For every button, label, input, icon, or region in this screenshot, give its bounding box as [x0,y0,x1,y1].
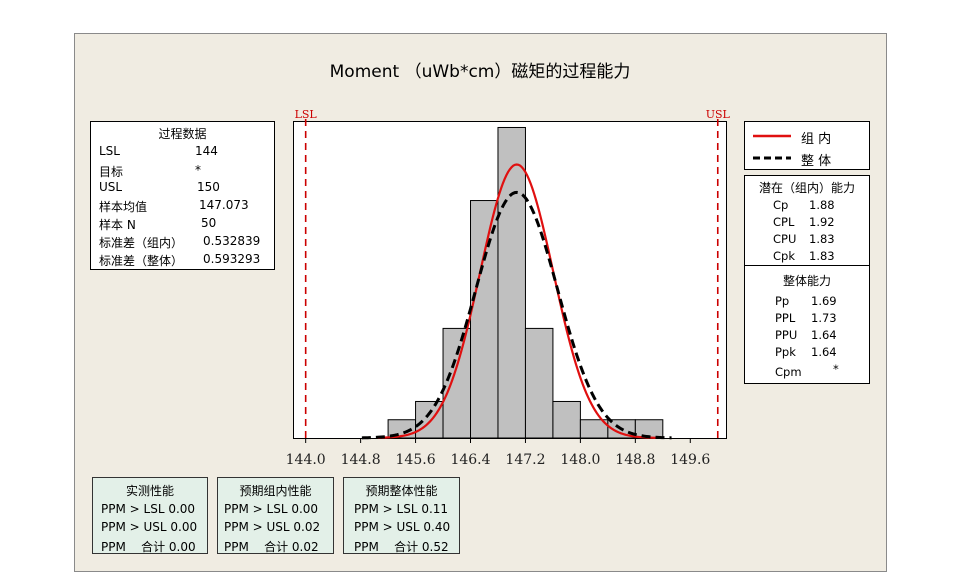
overall-row-value: 1.64 [811,345,837,359]
legend-label-within: 组 内 [801,132,832,147]
overall-header: 整体能力 [782,274,831,288]
histogram-bar [442,327,472,439]
x-tick-label: 148.8 [615,452,655,468]
overall-row-label: PPL [775,311,796,325]
legend-label-overall: 整 体 [801,154,832,169]
potential-row-value: 1.83 [809,232,835,246]
expected-within-performance-header: 预期组内性能 [239,484,312,498]
observed-performance-panel: 实测性能 PPM > LSL 0.00 PPM > USL 0.00 PPM 合… [92,477,208,554]
overall-row-value: * [833,362,839,376]
x-tick-label: 144.0 [286,452,326,468]
overall-row-label: Cpm [775,365,802,379]
within-normal-curve [377,163,656,439]
process-row-value: 147.073 [199,198,249,212]
expected-within-performance-panel: 预期组内性能 PPM > LSL 0.00 PPM > USL 0.02 PPM… [217,477,334,554]
performance-row: PPM > LSL 0.00 [101,502,196,516]
process-row-label: 样本 N [99,218,136,232]
usl-label: USL [706,108,731,121]
process-data-panel: 过程数据 LSL 144 目标 * USL 150 样本均值 147.073 样… [90,121,275,270]
potential-row-label: Cpk [773,249,795,263]
x-tick-label: 144.8 [341,452,381,468]
histogram-bar [470,200,499,439]
x-tick-label: 145.6 [396,452,436,468]
overall-row-value: 1.73 [811,311,837,325]
expected-overall-performance-panel: 预期整体性能 PPM > LSL 0.11 PPM > USL 0.40 PPM… [343,477,460,554]
process-row-label: 样本均值 [99,200,148,214]
expected-overall-performance-header: 预期整体性能 [365,484,438,498]
performance-row: PPM > LSL 0.11 [354,502,449,516]
process-row-label: USL [99,180,123,194]
overall-normal-curve [361,190,672,440]
process-data-header: 过程数据 [158,127,207,141]
potential-row-label: Cp [773,198,789,212]
process-row-value: * [195,163,201,177]
performance-row: PPM > USL 0.40 [354,520,451,534]
process-row-value: 0.532839 [203,234,261,248]
potential-row-value: 1.92 [809,215,835,229]
overall-row-label: Pp [775,294,790,308]
potential-row-value: 1.88 [809,198,835,212]
performance-row: PPM > USL 0.02 [224,520,321,534]
performance-row: PPM 合计 0.02 [224,540,319,554]
overall-row-value: 1.64 [811,328,837,342]
histogram-bar [415,400,444,439]
process-row-value: 50 [201,216,217,230]
process-row-value: 144 [195,144,218,158]
potential-row-value: 1.83 [809,249,835,263]
process-row-label: 标准差（整体） [99,254,184,268]
overall-row-value: 1.69 [811,294,837,308]
potential-capability-panel: 潜在（组内）能力 Cp 1.88 CPL 1.92 CPU 1.83 Cpk 1… [744,175,870,266]
process-row-value: 150 [197,180,220,194]
process-row-label: LSL [99,144,120,158]
x-tick-label: 148.0 [560,452,600,468]
overall-row-label: Ppk [775,345,796,359]
overall-capability-panel: 整体能力 Pp 1.69 PPL 1.73 PPU 1.64 Ppk 1.64 … [744,265,870,384]
performance-row: PPM > LSL 0.00 [224,502,319,516]
histogram-bar [497,126,526,439]
process-row-label: 目标 [99,165,124,179]
process-row-label: 标准差（组内） [99,236,184,250]
x-tick-label: 146.4 [450,452,490,468]
chart-title: Moment （uWb*cm）磁矩的过程能力 [329,62,631,82]
performance-row: PPM > USL 0.00 [101,520,198,534]
performance-row: PPM 合计 0.00 [101,540,196,554]
histogram-bar [524,327,554,439]
x-tick-label: 149.6 [670,452,710,468]
legend: 组 内 整 体 [744,121,870,170]
observed-performance-header: 实测性能 [125,484,174,498]
process-row-value: 0.593293 [203,252,261,266]
x-tick-label: 147.2 [505,452,545,468]
potential-header: 潜在（组内）能力 [758,181,855,195]
potential-row-label: CPL [773,215,795,229]
lsl-label: LSL [295,108,318,121]
histogram-bar [552,400,581,439]
potential-row-label: CPU [773,232,797,246]
performance-row: PPM 合计 0.52 [354,540,449,554]
overall-row-label: PPU [775,328,798,342]
